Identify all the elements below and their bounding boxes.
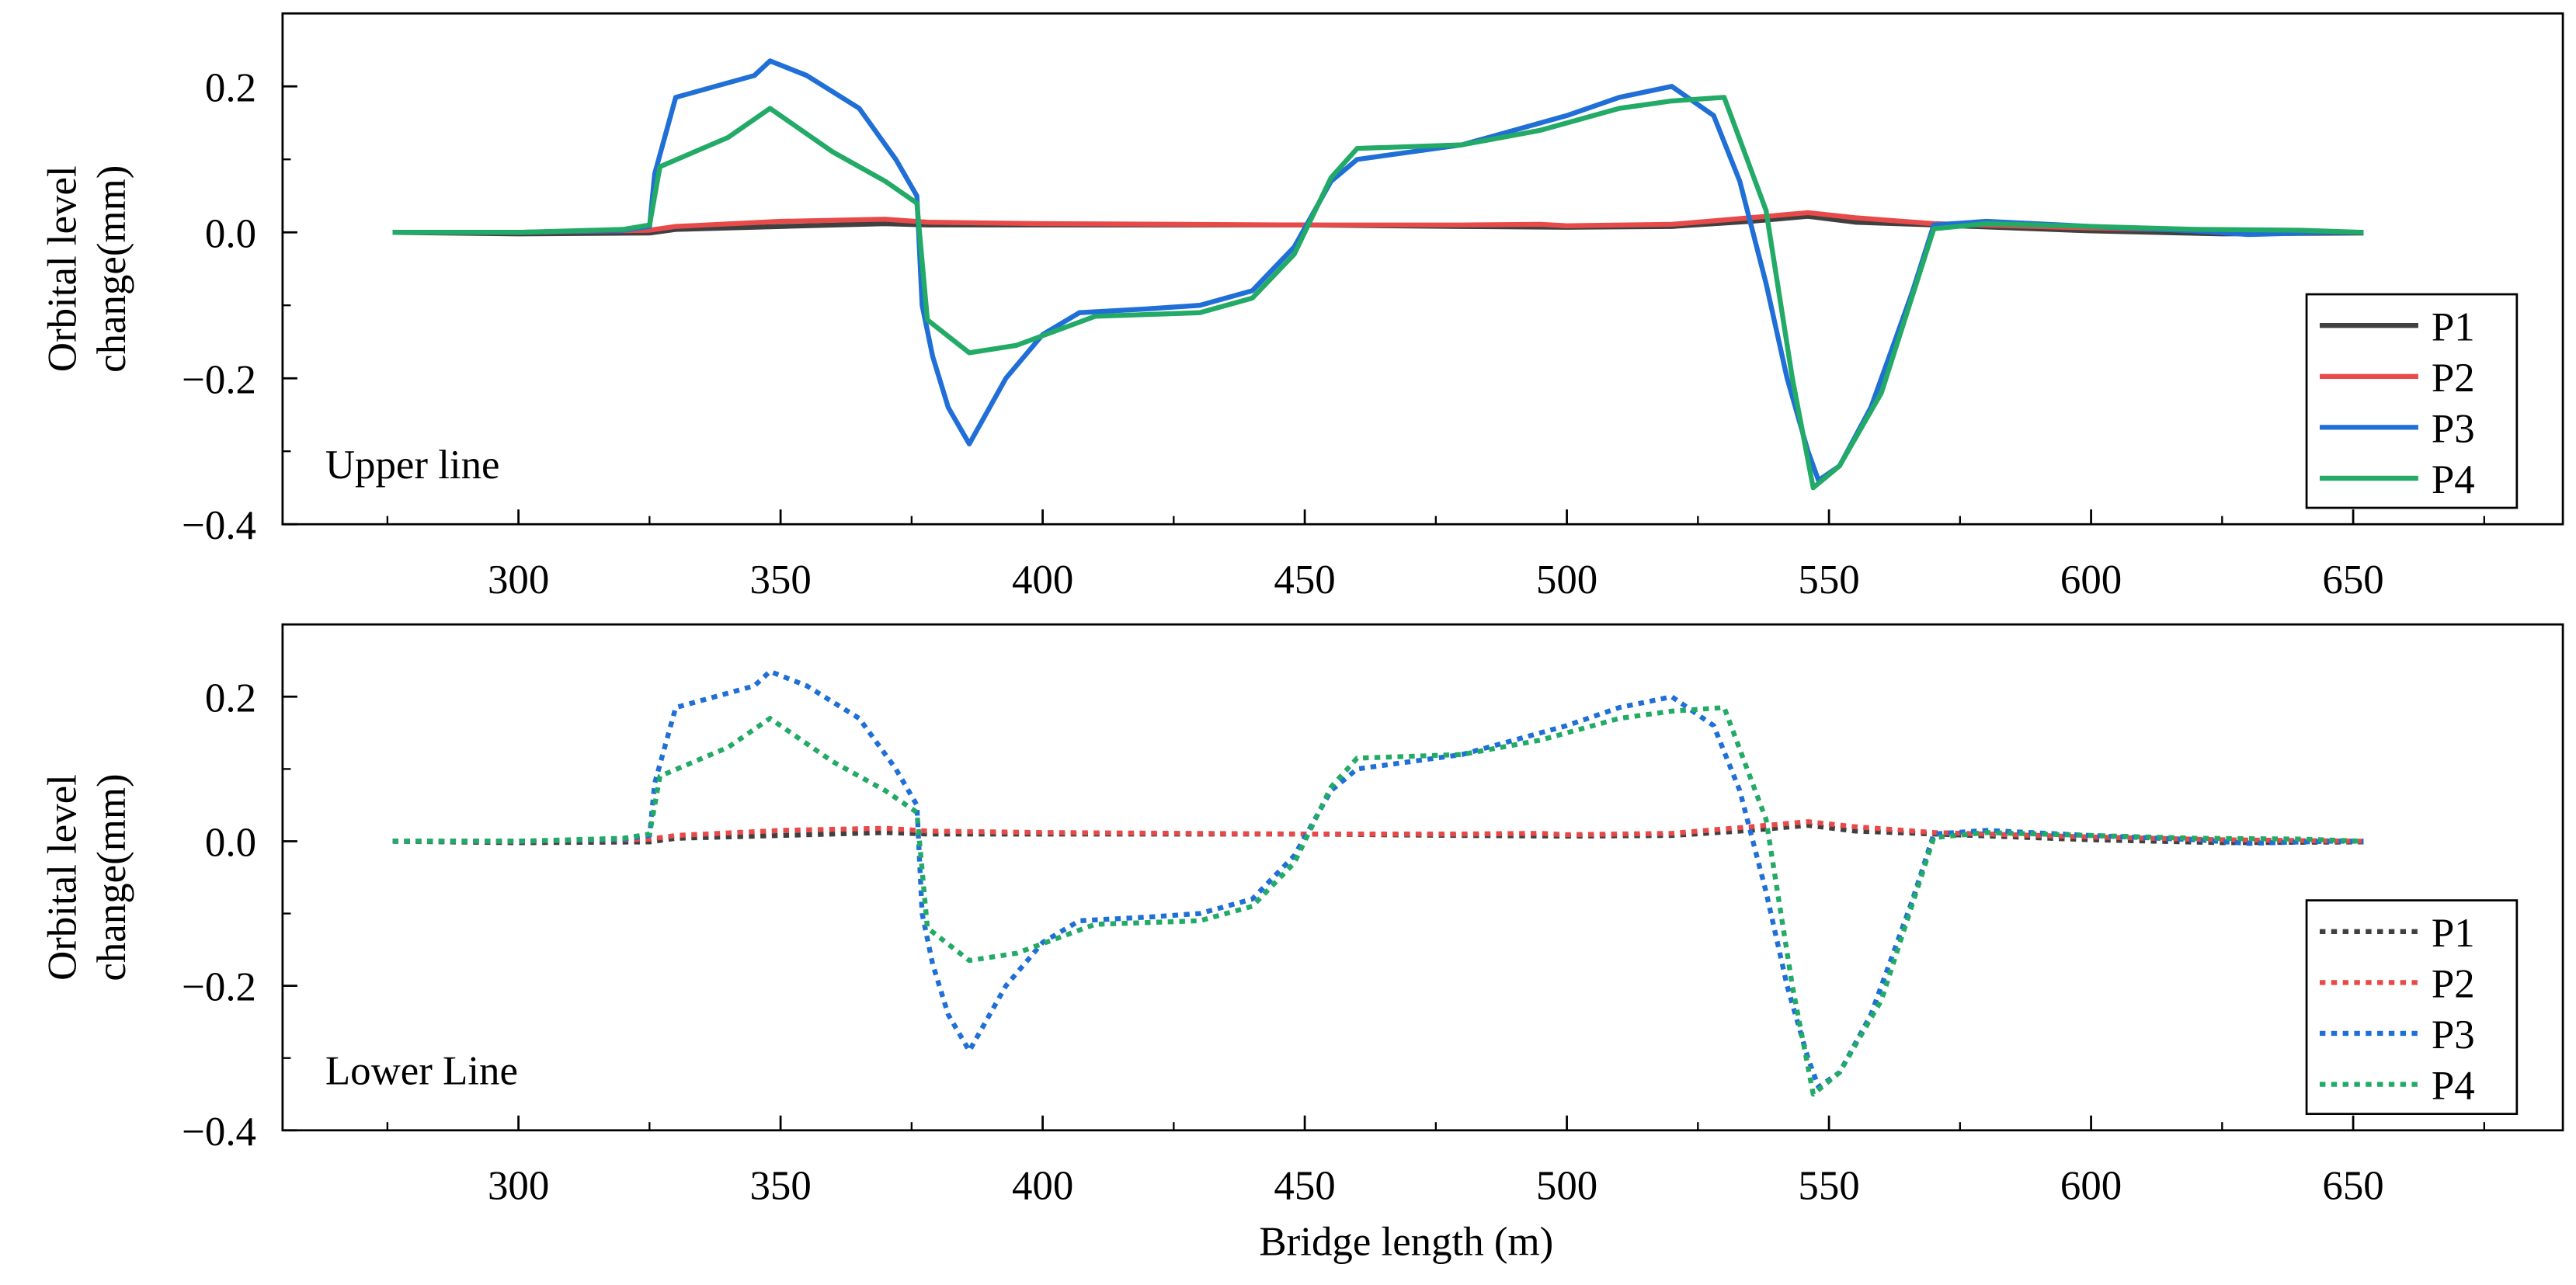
x-tick-label: 450: [1274, 1164, 1335, 1209]
series-line-p4: [392, 705, 2364, 1097]
series-line-p4: [392, 95, 2364, 491]
x-tick-label: 400: [1012, 557, 1073, 603]
legend-label: P2: [2432, 356, 2475, 401]
x-tick-label: 650: [2322, 557, 2383, 603]
x-axis-label: Bridge length (m): [1259, 1220, 1553, 1265]
y-tick-label: −0.2: [182, 965, 256, 1010]
legend-label: P4: [2432, 457, 2475, 502]
y-tick-label: −0.4: [182, 1110, 256, 1155]
y-axis-label-line: Orbital level: [40, 165, 85, 372]
x-tick-label: 400: [1012, 1164, 1073, 1209]
plot-frame: [281, 623, 2564, 1132]
y-axis-label: Orbital level change(mm): [40, 165, 134, 373]
legend-label: P3: [2432, 1012, 2475, 1058]
panel-label: Upper line: [325, 443, 500, 488]
plot-frame: [281, 12, 2564, 526]
x-tick-label: 500: [1536, 557, 1597, 603]
y-tick-label: 0.2: [205, 65, 256, 110]
y-tick-label: −0.2: [182, 357, 256, 402]
x-tick-label: 550: [1798, 557, 1859, 603]
x-tick-label: 650: [2322, 1164, 2383, 1209]
x-tick-label: 300: [488, 1164, 549, 1209]
x-tick-label: 300: [488, 557, 549, 603]
y-tick-label: 0.0: [205, 821, 256, 866]
y-axis-label-line: Orbital level: [40, 774, 85, 981]
y-tick-label: 0.0: [205, 211, 256, 256]
x-tick-label: 550: [1798, 1164, 1859, 1209]
legend-box: [2305, 293, 2519, 509]
panel-label: Lower Line: [325, 1049, 518, 1094]
x-tick-label: 600: [2060, 557, 2122, 603]
upper-line-panel: 0.2 0.0 −0.2 −0.4 300 350 400 450 500 550 600 650 Or…: [40, 12, 2564, 603]
legend-label: P4: [2432, 1064, 2475, 1109]
y-tick-label: 0.2: [205, 675, 256, 721]
x-tick-label: 450: [1274, 557, 1335, 603]
y-tick-label: −0.4: [182, 503, 256, 548]
y-axis-label-line: change(mm): [89, 773, 134, 981]
legend-label: P1: [2432, 304, 2475, 349]
legend-label: P2: [2432, 961, 2475, 1006]
x-tick-label: 500: [1536, 1164, 1597, 1209]
y-axis-label: Orbital level change(mm): [40, 773, 134, 981]
series-line-p2: [392, 819, 2364, 844]
lower-line-panel: 0.2 0.0 −0.2 −0.4 300 350 400 450 500 550 600 650 Or…: [40, 623, 2564, 1209]
series-line-p2: [392, 210, 2364, 235]
x-tick-label: 350: [749, 1164, 811, 1209]
y-axis-label-line: change(mm): [89, 165, 134, 373]
legend-box: [2305, 899, 2519, 1116]
x-tick-label: 600: [2060, 1164, 2122, 1209]
legend-label: P3: [2432, 406, 2475, 451]
x-tick-label: 350: [749, 557, 811, 603]
legend-label: P1: [2432, 911, 2475, 956]
